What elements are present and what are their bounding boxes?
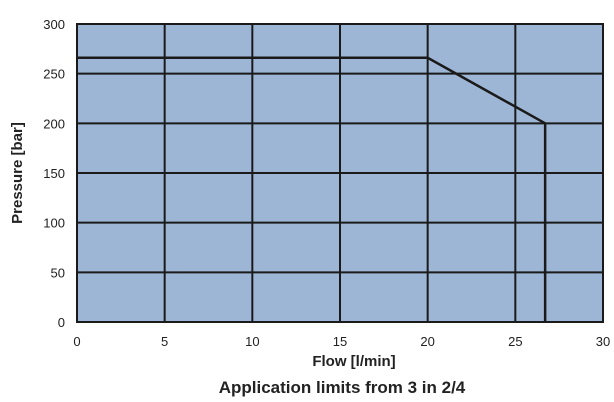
y-tick-label: 0 <box>58 315 65 330</box>
x-tick-labels: 0 5 10 15 20 25 30 <box>73 334 610 349</box>
x-tick-label: 10 <box>245 334 259 349</box>
y-tick-label: 300 <box>43 17 65 32</box>
y-tick-label: 200 <box>43 116 65 131</box>
y-tick-label: 150 <box>43 166 65 181</box>
x-tick-label: 0 <box>73 334 80 349</box>
x-tick-label: 5 <box>161 334 168 349</box>
x-axis-label: Flow [l/min] <box>312 353 395 370</box>
y-tick-label: 50 <box>51 265 65 280</box>
plot-border <box>76 23 604 323</box>
x-tick-label: 30 <box>596 334 610 349</box>
y-tick-label: 250 <box>43 67 65 82</box>
series-line <box>77 56 547 322</box>
y-tick-labels: 0 50 100 150 200 250 300 <box>43 17 65 330</box>
chart-title: Application limits from 3 in 2/4 <box>219 378 466 397</box>
x-tick-label: 20 <box>420 334 434 349</box>
y-axis-label: Pressure [bar] <box>9 122 26 224</box>
y-tick-label: 100 <box>43 216 65 231</box>
x-tick-label: 25 <box>508 334 522 349</box>
series-group <box>77 56 547 322</box>
x-tick-label: 15 <box>333 334 347 349</box>
